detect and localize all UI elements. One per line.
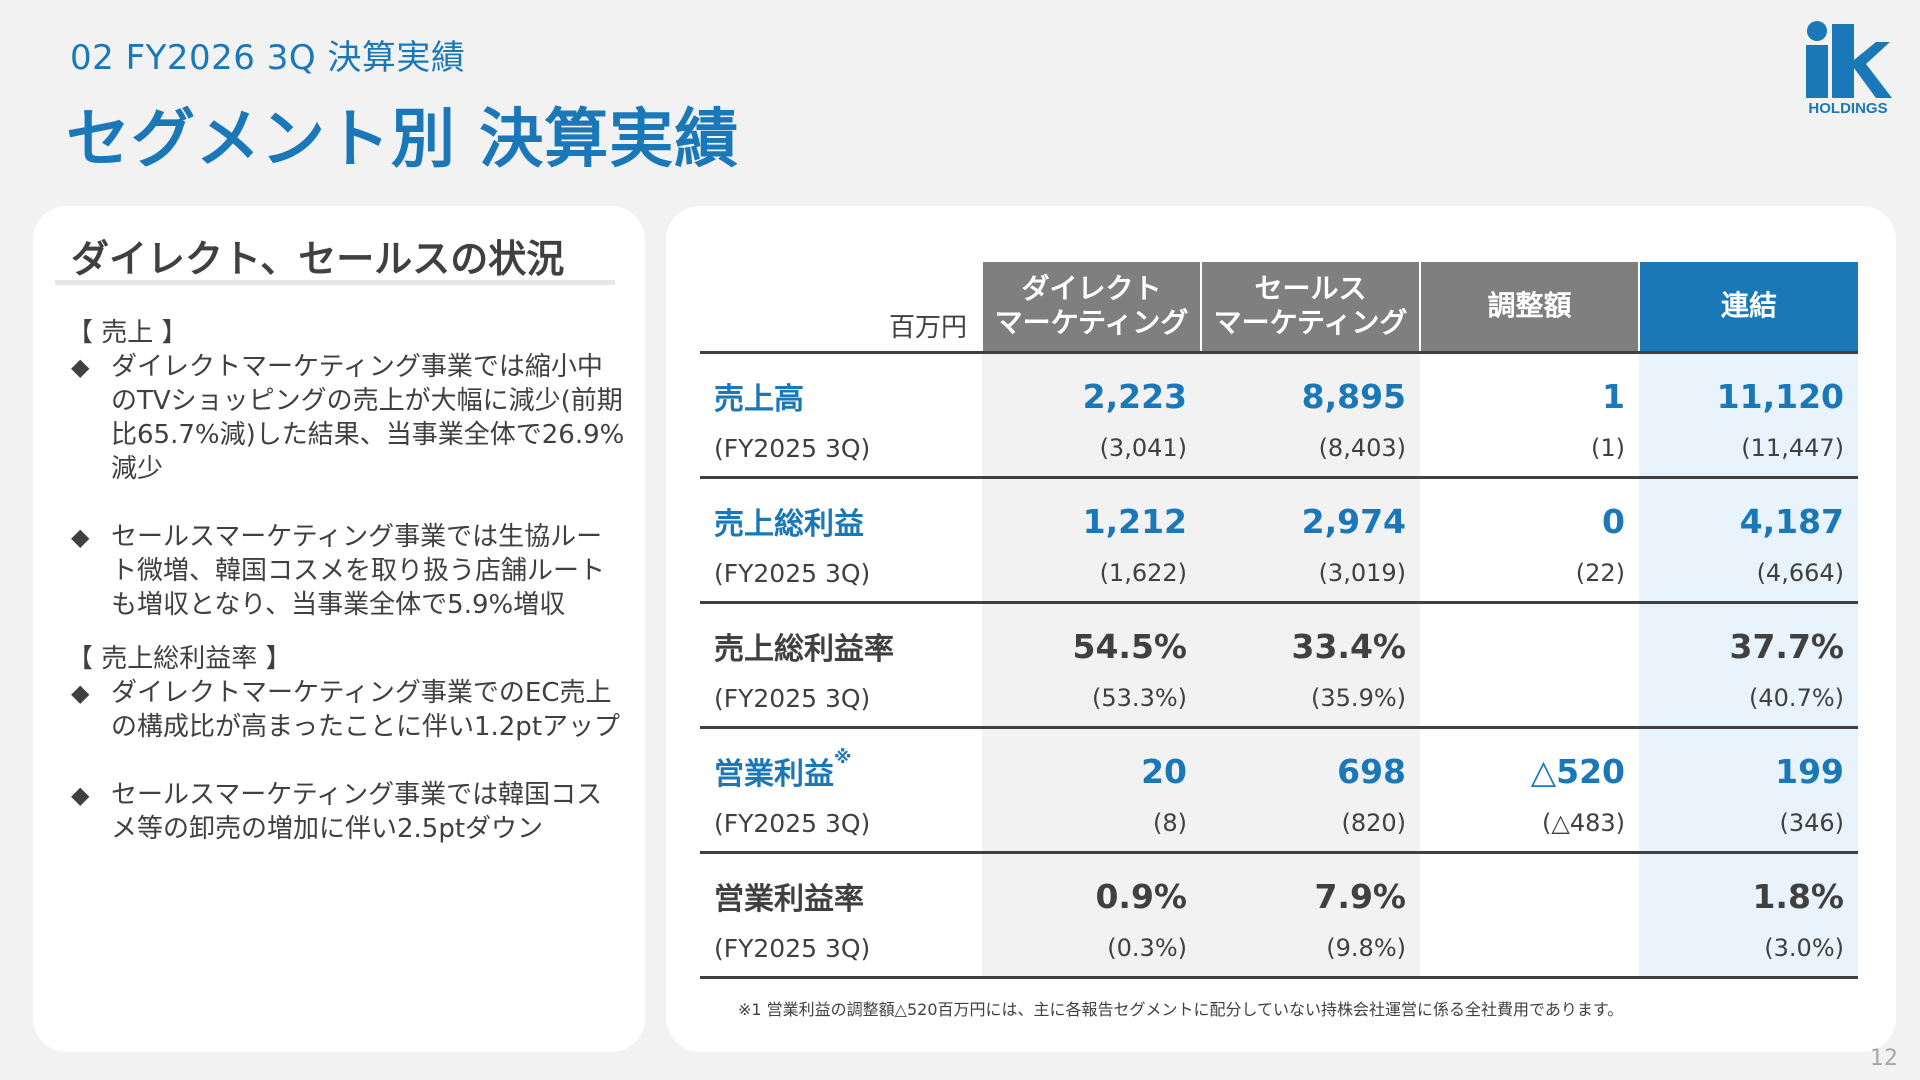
value-cell: 7.9% [1201,850,1420,931]
prior-value-cell: (8,403) [1201,431,1420,478]
value-cell: 0.9% [982,850,1201,931]
diamond-bullet-icon: ◆ [71,353,90,381]
segment-results-table: 百万円 ダイレクト マーケティング セールス マーケティング 調整額 連結 売上高 2… [700,262,1858,979]
prior-value-cell: (△483) [1420,806,1639,853]
prior-period-label: (FY2025 3Q) [700,681,982,728]
header-adjustment: 調整額 [1419,262,1639,352]
value-cell [1420,600,1639,681]
table-row-prior: (FY2025 3Q) (3,041) (8,403) (1) (11,447) [700,431,1858,478]
row-label: 売上総利益率 [700,600,982,681]
prior-value-cell: (3.0%) [1639,931,1858,979]
segment-results-panel: 百万円 ダイレクト マーケティング セールス マーケティング 調整額 連結 売上高 2… [666,206,1896,1052]
prior-value-cell: (22) [1420,556,1639,603]
value-cell: 698 [1201,725,1420,806]
title-divider [55,280,615,285]
footnote: ※1 営業利益の調整額△520百万円には、主に各報告セグメントに配分していない持… [738,1000,1624,1019]
status-panel-title: ダイレクト、セールスの状況 [71,237,565,281]
section-heading-margin: 【 売上総利益率 】 [67,644,292,674]
prior-value-cell: (8) [982,806,1201,853]
prior-period-label: (FY2025 3Q) [700,931,982,979]
prior-value-cell: (3,041) [982,431,1201,478]
table-row-prior: (FY2025 3Q) (0.3%) (9.8%) (3.0%) [700,931,1858,979]
table-row-prior: (FY2025 3Q) (53.3%) (35.9%) (40.7%) [700,681,1858,728]
prior-value-cell: (40.7%) [1639,681,1858,728]
prior-value-cell [1420,931,1639,979]
section-heading-sales: 【 売上 】 [67,318,188,348]
value-cell: 20 [982,725,1201,806]
prior-value-cell: (1,622) [982,556,1201,603]
diamond-bullet-icon: ◆ [71,679,90,707]
value-cell: 199 [1639,725,1858,806]
prior-value-cell: (346) [1639,806,1858,853]
prior-value-cell: (4,664) [1639,556,1858,603]
prior-period-label: (FY2025 3Q) [700,556,982,603]
value-cell: 2,974 [1201,475,1420,556]
value-cell: 33.4% [1201,600,1420,681]
value-cell: △520 [1420,725,1639,806]
prior-period-label: (FY2025 3Q) [700,806,982,853]
prior-value-cell: (9.8%) [1201,931,1420,979]
header-direct-marketing: ダイレクト マーケティング [981,262,1201,352]
value-cell: 37.7% [1639,600,1858,681]
row-label: 売上総利益 [700,475,982,556]
value-cell: 1 [1420,350,1639,431]
prior-value-cell: (3,019) [1201,556,1420,603]
bullet-item: ◆ ダイレクトマーケティング事業では縮小中のTVショッピングの売上が大幅に減少(… [67,350,627,486]
prior-value-cell: (0.3%) [982,931,1201,979]
value-cell: 11,120 [1639,350,1858,431]
status-panel: ダイレクト、セールスの状況 【 売上 】 ◆ ダイレクトマーケティング事業では縮… [33,206,645,1052]
value-cell: 2,223 [982,350,1201,431]
prior-period-label: (FY2025 3Q) [700,431,982,478]
bullet-text: ダイレクトマーケティング事業では縮小中のTVショッピングの売上が大幅に減少(前期… [111,352,625,484]
row-label: 売上高 [700,350,982,431]
unit-label: 百万円 [700,262,982,352]
bullet-item: ◆ セールスマーケティング事業では韓国コスメ等の卸売の増加に伴い2.5ptダウン [67,778,627,846]
prior-value-cell: (11,447) [1639,431,1858,478]
value-cell: 4,187 [1639,475,1858,556]
bullet-text: セールスマーケティング事業では生協ルート微増、韓国コスメを取り扱う店舗ルートも増… [111,522,606,620]
value-cell [1420,850,1639,931]
bullet-text: ダイレクトマーケティング事業でのEC売上の構成比が高まったことに伴い1.2ptア… [111,678,621,742]
bullet-item: ◆ セールスマーケティング事業では生協ルート微増、韓国コスメを取り扱う店舗ルート… [67,520,627,622]
slide-subtitle: 02 FY2026 3Q 決算実績 [70,38,466,78]
value-cell: 54.5% [982,600,1201,681]
value-cell: 1.8% [1639,850,1858,931]
slide-title: セグメント別 決算実績 [66,103,740,177]
header-sales-marketing: セールス マーケティング [1200,262,1420,352]
prior-value-cell: (35.9%) [1201,681,1420,728]
table-row: 売上総利益率 54.5% 33.4% 37.7% [700,600,1858,681]
row-label: 営業利益※ [700,725,982,806]
prior-value-cell [1420,681,1639,728]
prior-value-cell: (820) [1201,806,1420,853]
page-number: 12 [1870,1046,1898,1071]
value-cell: 8,895 [1201,350,1420,431]
ik-logo-icon [1806,21,1892,98]
table-row: 営業利益※ 20 698 △520 199 [700,725,1858,806]
bullet-item: ◆ ダイレクトマーケティング事業でのEC売上の構成比が高まったことに伴い1.2p… [67,676,627,744]
row-label: 営業利益率 [700,850,982,931]
logo-holdings-text: HOLDINGS [1808,100,1888,117]
status-bullets: 【 売上 】 ◆ ダイレクトマーケティング事業では縮小中のTVショッピングの売上… [67,316,627,846]
table-row: 売上総利益 1,212 2,974 0 4,187 [700,475,1858,556]
value-cell: 1,212 [982,475,1201,556]
table-row: 売上高 2,223 8,895 1 11,120 [700,350,1858,431]
diamond-bullet-icon: ◆ [71,523,90,551]
table-row: 営業利益率 0.9% 7.9% 1.8% [700,850,1858,931]
company-logo: HOLDINGS [1800,20,1896,120]
bullet-text: セールスマーケティング事業では韓国コスメ等の卸売の増加に伴い2.5ptダウン [111,780,603,844]
value-cell: 0 [1420,475,1639,556]
diamond-bullet-icon: ◆ [71,781,90,809]
table-row-prior: (FY2025 3Q) (8) (820) (△483) (346) [700,806,1858,853]
header-consolidated: 連結 [1638,262,1858,352]
note-mark: ※ [834,747,852,769]
prior-value-cell: (1) [1420,431,1639,478]
table-row-prior: (FY2025 3Q) (1,622) (3,019) (22) (4,664) [700,556,1858,603]
prior-value-cell: (53.3%) [982,681,1201,728]
